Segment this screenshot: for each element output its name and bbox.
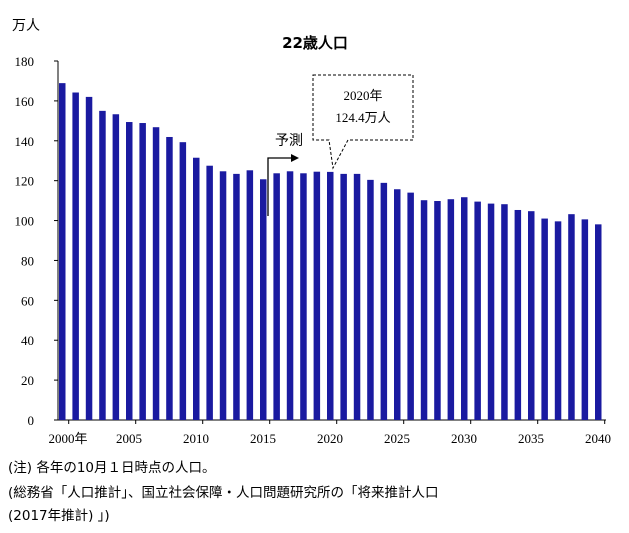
bar-2023: [367, 179, 374, 420]
x-tick-label: 2025: [384, 431, 410, 446]
y-tick-label: 80: [21, 253, 34, 268]
bar-2030: [461, 197, 468, 420]
note-line-2: (総務省「人口推計」、国立社会保障・人口問題研究所の「将来推計人口: [8, 485, 439, 501]
bar-2036: [541, 218, 548, 420]
bar-2008: [166, 136, 173, 420]
bar-2037: [554, 221, 562, 420]
x-tick-label: 2035: [518, 431, 544, 446]
x-tick-label: 2005: [116, 431, 142, 446]
bar-2012: [219, 171, 227, 420]
x-tick-label: 2000年: [48, 431, 87, 446]
callout-line2: 124.4万人: [335, 110, 390, 125]
bar-2038: [568, 214, 575, 420]
bar-2004: [112, 114, 120, 421]
bar-2025: [394, 189, 401, 420]
bar-2031: [474, 201, 481, 420]
bar-2005: [126, 122, 133, 420]
bar-2027: [420, 200, 428, 420]
forecast-marker: 予測: [267, 133, 303, 216]
bar-2028: [434, 201, 441, 420]
bar-2021: [340, 173, 347, 420]
bar-2014: [246, 170, 254, 420]
callout: 2020年 124.4万人: [312, 74, 414, 170]
bar-2013: [233, 173, 240, 420]
bar-2010: [193, 157, 200, 420]
x-tick-label: 2040: [585, 431, 611, 446]
bar-2022: [353, 173, 361, 420]
bar-2032: [487, 203, 495, 420]
bar-2000: [59, 83, 66, 420]
y-tick-label: 0: [28, 413, 35, 428]
bar-2007: [152, 127, 160, 421]
bar-2024: [380, 182, 388, 420]
y-tick-label: 160: [15, 94, 35, 109]
y-tick-label: 140: [15, 134, 35, 149]
note-line-3: (2017年推計) 」): [8, 508, 110, 524]
bar-2018: [300, 173, 307, 420]
y-tick-label: 100: [15, 214, 35, 229]
y-tick-label: 60: [21, 293, 34, 308]
x-tick-label: 2015: [250, 431, 276, 446]
bar-2020: [327, 171, 334, 420]
bar-2015: [260, 179, 267, 420]
callout-line1: 2020年: [343, 88, 382, 103]
chart-title: 22歳人口: [282, 34, 348, 52]
bar-2029: [447, 199, 455, 420]
forecast-arrow-icon: [267, 157, 292, 216]
x-tick-label: 2010: [183, 431, 209, 446]
y-tick-label: 20: [21, 373, 34, 388]
bar-2026: [407, 192, 414, 420]
bar-2034: [514, 209, 522, 420]
bar-2019: [313, 171, 321, 420]
bar-2003: [99, 110, 106, 420]
note-line-1: (注) 各年の10月１日時点の人口。: [8, 460, 216, 476]
bar-2033: [501, 204, 508, 420]
y-axis-unit: 万人: [12, 18, 40, 34]
bar-2001: [72, 92, 79, 421]
bar-2011: [206, 165, 213, 420]
bar-2039: [581, 219, 589, 420]
bar-2009: [179, 142, 187, 420]
x-tick-label: 2020: [317, 431, 343, 446]
bar-2035: [528, 211, 535, 420]
bar-2006: [139, 123, 146, 420]
bar-2017: [286, 171, 294, 420]
bar-2002: [85, 96, 93, 421]
forecast-label: 予測: [275, 133, 303, 149]
y-tick-label: 180: [15, 54, 35, 69]
y-tick-label: 40: [21, 333, 34, 348]
bar-2040: [595, 224, 602, 420]
y-tick-label: 120: [15, 174, 35, 189]
x-tick-label: 2030: [451, 431, 477, 446]
bar-2016: [273, 173, 280, 420]
